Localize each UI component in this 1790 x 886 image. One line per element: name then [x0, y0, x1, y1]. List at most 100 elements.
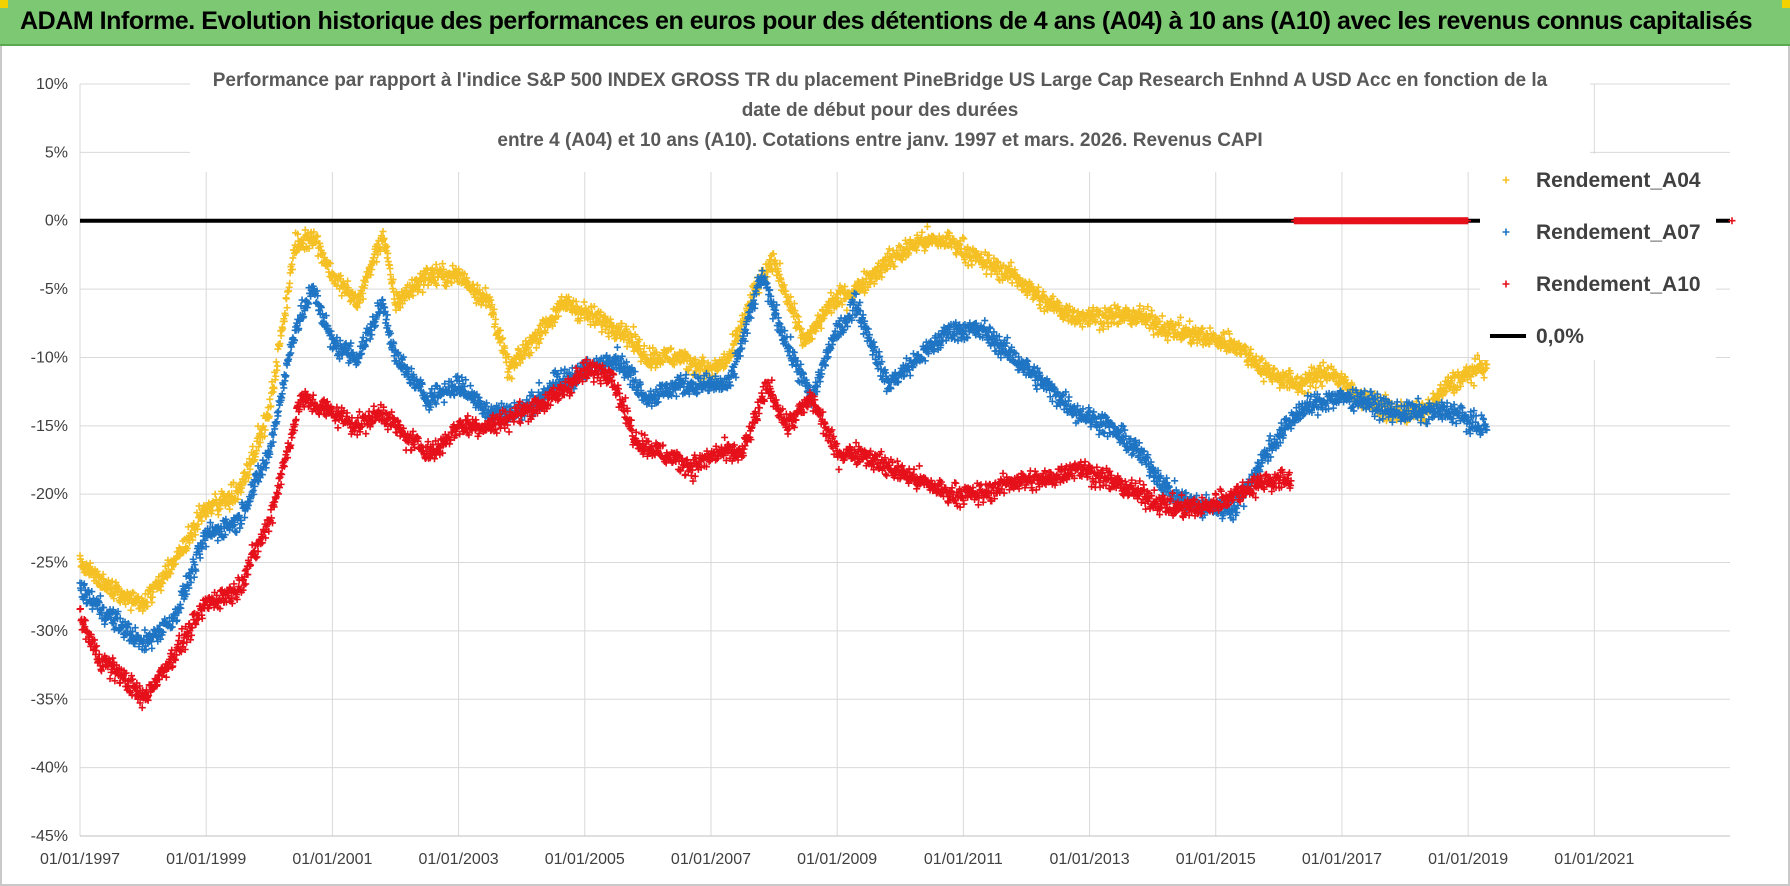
data-point	[1240, 502, 1248, 510]
data-point	[498, 335, 506, 343]
data-point	[454, 372, 462, 380]
data-point	[968, 261, 976, 269]
y-tick-label: -25%	[31, 555, 68, 572]
data-point	[455, 265, 463, 273]
x-tick-label: 01/01/2003	[419, 851, 499, 868]
data-point	[272, 358, 280, 366]
data-point	[319, 249, 327, 257]
data-point	[189, 536, 197, 544]
data-point	[1171, 477, 1179, 485]
y-tick-label: 5%	[45, 144, 68, 161]
data-point	[376, 247, 384, 255]
y-tick-label: -10%	[31, 349, 68, 366]
data-point	[590, 302, 598, 310]
data-point	[134, 593, 142, 601]
data-point	[270, 384, 278, 392]
data-point	[516, 359, 524, 367]
data-point	[386, 265, 394, 273]
y-tick-label: -40%	[31, 760, 68, 777]
data-point	[981, 317, 989, 325]
data-point	[442, 282, 450, 290]
data-point	[191, 531, 199, 539]
data-point	[537, 335, 545, 343]
data-point	[535, 379, 543, 387]
data-point	[613, 343, 621, 351]
data-point	[1033, 385, 1041, 393]
data-point	[238, 482, 246, 490]
data-point	[234, 495, 242, 503]
data-point	[193, 509, 201, 517]
data-point	[139, 607, 147, 615]
data-point	[266, 395, 274, 403]
data-point	[314, 232, 322, 240]
banner-corner-left	[0, 0, 8, 8]
data-point	[289, 254, 297, 262]
data-point	[555, 305, 563, 313]
data-point	[383, 243, 391, 251]
report-title: ADAM Informe. Evolution historique des p…	[20, 7, 1753, 35]
x-tick-label: 01/01/2005	[545, 851, 625, 868]
data-point	[923, 223, 931, 231]
data-point	[787, 333, 795, 341]
data-point	[1318, 382, 1326, 390]
data-point	[433, 281, 441, 289]
data-point	[1266, 432, 1274, 440]
data-point	[448, 279, 456, 287]
y-tick-label: -45%	[31, 828, 68, 845]
data-point	[367, 271, 375, 279]
data-point	[229, 479, 237, 487]
x-tick-label: 01/01/2019	[1428, 851, 1508, 868]
data-point	[580, 298, 588, 306]
data-point	[461, 270, 469, 278]
data-point	[482, 302, 490, 310]
data-point	[409, 292, 417, 300]
data-point	[576, 317, 584, 325]
data-point	[505, 353, 513, 361]
data-point	[216, 505, 224, 513]
data-point	[572, 309, 580, 317]
data-point	[524, 343, 532, 351]
data-point	[382, 316, 390, 324]
data-point	[373, 258, 381, 266]
data-point	[504, 368, 512, 376]
data-point	[279, 325, 287, 333]
data-point	[424, 281, 432, 289]
x-tick-label: 01/01/2017	[1302, 851, 1382, 868]
data-point	[384, 249, 392, 257]
data-point	[325, 268, 333, 276]
banner-corner-right	[1782, 0, 1790, 8]
data-point	[440, 265, 448, 273]
data-point	[471, 293, 479, 301]
data-point	[144, 602, 152, 610]
data-point	[488, 301, 496, 309]
data-point	[214, 537, 222, 545]
data-point	[282, 372, 290, 380]
x-tick-label: 01/01/2007	[671, 851, 751, 868]
data-point	[1260, 377, 1268, 385]
data-point	[168, 565, 176, 573]
data-point	[396, 304, 404, 312]
data-point	[280, 384, 288, 392]
y-tick-label: 0%	[45, 213, 68, 230]
data-point	[337, 272, 345, 280]
data-point	[487, 296, 495, 304]
y-tick-label: 10%	[36, 76, 68, 93]
data-point	[389, 285, 397, 293]
data-point	[286, 269, 294, 277]
data-point	[572, 298, 580, 306]
data-point	[167, 570, 175, 578]
data-point	[86, 559, 94, 567]
data-point	[110, 594, 118, 602]
data-point	[161, 562, 169, 570]
data-point	[283, 304, 291, 312]
x-tick-label: 01/01/2011	[924, 851, 1003, 868]
y-tick-label: -30%	[31, 623, 68, 640]
data-point	[535, 339, 543, 347]
data-point	[310, 228, 318, 236]
data-point	[463, 274, 471, 282]
data-point	[532, 344, 540, 352]
data-point	[542, 329, 550, 337]
data-point	[499, 334, 507, 342]
header-banner: ADAM Informe. Evolution historique des p…	[0, 0, 1790, 46]
data-point	[1186, 317, 1194, 325]
